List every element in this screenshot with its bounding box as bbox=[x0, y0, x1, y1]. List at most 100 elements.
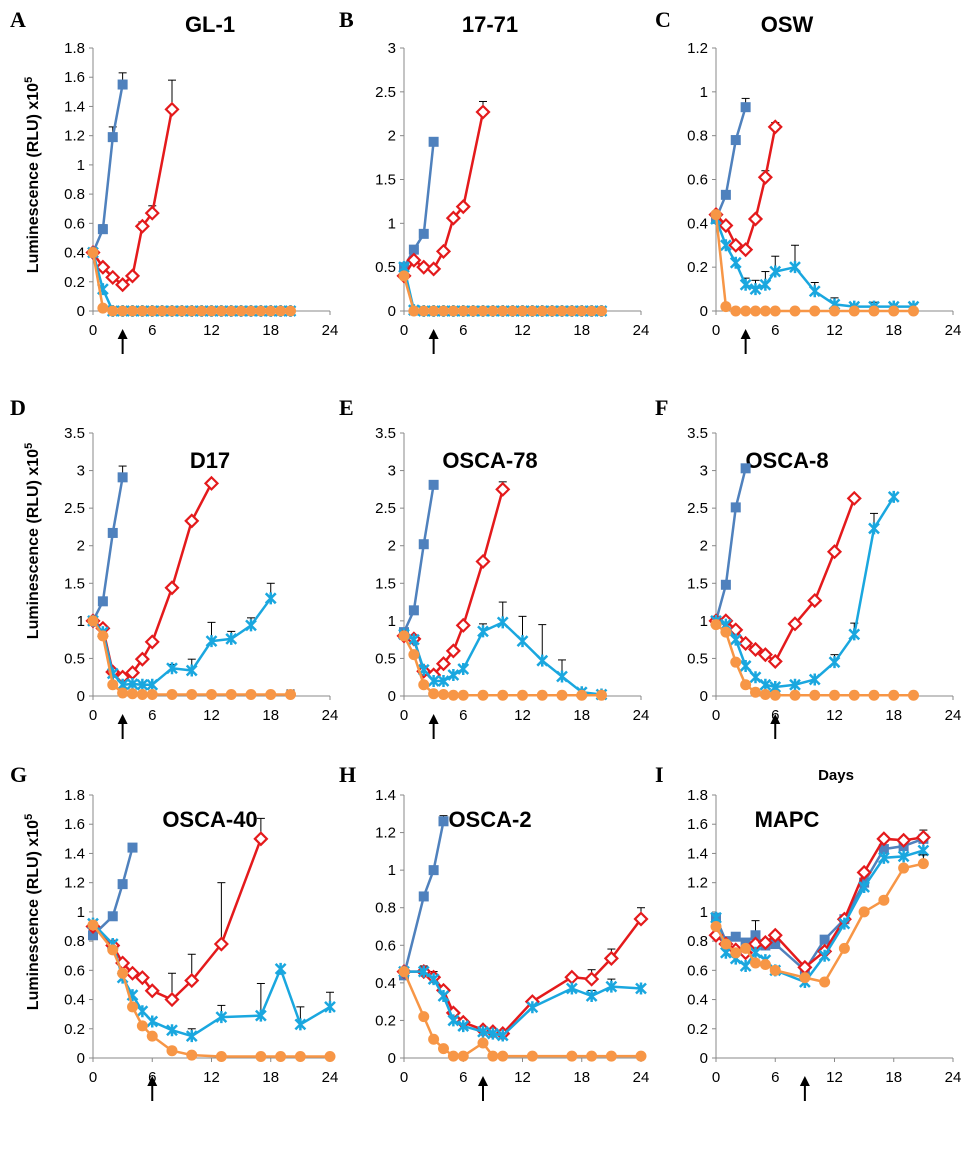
series-1-point bbox=[88, 930, 98, 941]
series-4-point bbox=[127, 305, 138, 317]
y-tick-label: 0.6 bbox=[687, 962, 708, 979]
y-tick-label: 2 bbox=[77, 538, 85, 555]
series-3-point bbox=[838, 917, 851, 930]
y-tick-label: 1.2 bbox=[687, 875, 708, 892]
y-axis-label-row-3: Luminescence (RLU) x105 bbox=[23, 814, 42, 1010]
panel-letter: E bbox=[339, 395, 354, 420]
series-4-point bbox=[740, 305, 752, 317]
x-tick-label: 0 bbox=[712, 707, 720, 724]
series-4-point bbox=[235, 305, 247, 317]
x-tick-label: 18 bbox=[885, 322, 902, 339]
x-tick-label: 24 bbox=[322, 1069, 339, 1086]
series-3-point bbox=[848, 628, 861, 641]
series-3-point bbox=[556, 670, 568, 683]
series-2-point bbox=[455, 199, 471, 215]
y-tick-label: 1.4 bbox=[64, 845, 85, 862]
series-4-point bbox=[255, 1051, 267, 1063]
series-1-point bbox=[730, 135, 741, 146]
series-3-point bbox=[215, 1011, 228, 1024]
y-tick-label: 0 bbox=[700, 303, 708, 320]
y-tick-label: 0 bbox=[388, 1050, 396, 1067]
series-4-point bbox=[858, 906, 870, 918]
x-tick-label: 18 bbox=[573, 707, 590, 724]
series-3-point bbox=[739, 278, 752, 291]
series-4-point bbox=[166, 305, 178, 317]
series-3-point bbox=[729, 633, 742, 646]
series-2-point bbox=[757, 935, 773, 951]
y-tick-label: 1.6 bbox=[64, 816, 85, 833]
series-2-point bbox=[134, 970, 150, 986]
series-1-point bbox=[97, 224, 108, 235]
series-3-point bbox=[185, 664, 198, 677]
series-2-point bbox=[134, 218, 150, 234]
series-4-point bbox=[127, 688, 138, 700]
series-2-point bbox=[475, 104, 491, 120]
series-2-point bbox=[406, 252, 422, 268]
series-1-point bbox=[117, 472, 128, 483]
series-line-1 bbox=[91, 84, 124, 254]
series-line-2 bbox=[91, 109, 174, 286]
series-4-point bbox=[107, 679, 119, 691]
series-2-point bbox=[144, 634, 160, 650]
panel-letter: I bbox=[655, 762, 664, 787]
series-2-point bbox=[203, 475, 220, 491]
series-2-point bbox=[767, 119, 783, 135]
series-4-point bbox=[809, 305, 821, 317]
series-line-1 bbox=[714, 467, 747, 622]
series-3-point bbox=[789, 261, 801, 274]
x-tick-label: 0 bbox=[89, 1069, 97, 1086]
y-tick-label: 1.6 bbox=[64, 69, 85, 86]
y-tick-label: 1 bbox=[700, 84, 708, 101]
panel-letter: D bbox=[10, 395, 26, 420]
panel-letter: F bbox=[655, 395, 668, 420]
y-tick-label: 3 bbox=[388, 40, 396, 57]
y-tick-label: 0.5 bbox=[375, 650, 396, 667]
series-line-3 bbox=[404, 970, 642, 1037]
series-3-point bbox=[789, 678, 801, 691]
series-3-point bbox=[496, 616, 509, 629]
series-1-point bbox=[740, 937, 751, 948]
series-4-point bbox=[730, 305, 742, 317]
series-3-point bbox=[264, 592, 277, 605]
series-4-point bbox=[418, 679, 430, 691]
series-4-point bbox=[556, 305, 568, 317]
series-2-point bbox=[787, 616, 803, 632]
series-3-point bbox=[897, 850, 910, 863]
series-2-point bbox=[826, 544, 843, 560]
arrow-head bbox=[117, 714, 128, 724]
series-3-point bbox=[526, 1001, 539, 1014]
series-2-point bbox=[876, 831, 892, 847]
series-4-point bbox=[215, 305, 227, 317]
series-4-point bbox=[398, 966, 410, 978]
series-4-point bbox=[196, 305, 208, 317]
series-4-point bbox=[789, 689, 801, 701]
series-1-point bbox=[107, 911, 118, 922]
series-3-point bbox=[225, 632, 238, 645]
series-3-point bbox=[477, 1025, 489, 1038]
series-4-point bbox=[457, 689, 469, 701]
x-tick-label: 6 bbox=[148, 322, 156, 339]
series-4-point bbox=[477, 689, 489, 701]
arrow-head bbox=[478, 1076, 488, 1086]
series-2-point bbox=[435, 243, 452, 259]
x-tick-label: 0 bbox=[89, 707, 97, 724]
series-4-point bbox=[265, 305, 277, 317]
series-4-point bbox=[586, 1050, 598, 1062]
series-4-point bbox=[97, 302, 109, 314]
y-tick-label: 0 bbox=[388, 303, 396, 320]
series-2-point bbox=[495, 481, 511, 497]
series-4-point bbox=[730, 947, 742, 959]
series-4-point bbox=[720, 938, 732, 950]
panel-D: D D17 0 0.5 1 1.5 2 2.5 3 3.5 0 6 12 18 24 bbox=[10, 395, 338, 739]
series-4-point bbox=[457, 1050, 469, 1062]
series-2-point bbox=[767, 653, 783, 669]
y-tick-label: 1.4 bbox=[64, 98, 85, 115]
x-tick-label: 12 bbox=[514, 707, 531, 724]
y-tick-label: 1.8 bbox=[687, 787, 708, 804]
arrow-head bbox=[740, 329, 751, 339]
series-4-point bbox=[438, 1043, 449, 1055]
series-4-point bbox=[898, 862, 910, 874]
series-3-point bbox=[759, 278, 772, 291]
y-tick-label: 0.4 bbox=[375, 975, 396, 992]
